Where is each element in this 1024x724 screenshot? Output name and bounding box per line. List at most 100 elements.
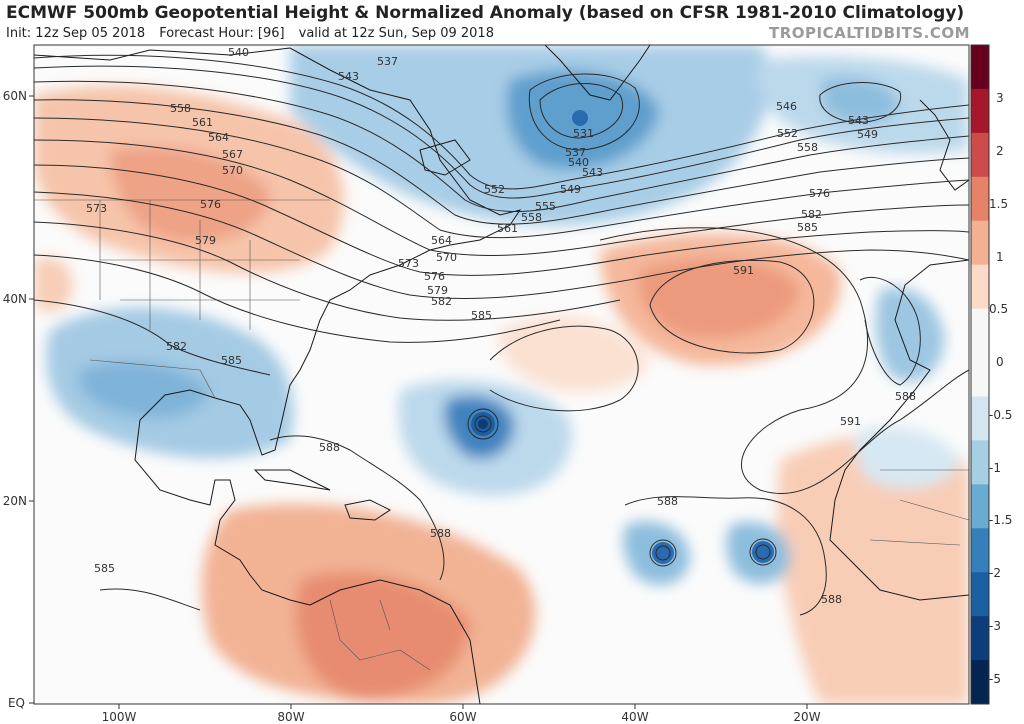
- colorbar-segment: [971, 396, 989, 441]
- africa-europe-coastline: [829, 259, 969, 601]
- contour-label: 543: [338, 70, 359, 83]
- contour-label: 543: [582, 166, 603, 179]
- contour-east-atlantic-1b: [649, 539, 677, 567]
- colorbar-label: -2: [989, 566, 1001, 580]
- cold-anomaly-northeast-core: [820, 76, 900, 124]
- colorbar-label: 0: [996, 355, 1004, 369]
- contour-line: [599, 227, 868, 411]
- contour-label: 561: [497, 222, 518, 235]
- warm-anomaly-africa: [777, 434, 969, 704]
- lon-label: 100W: [102, 710, 137, 724]
- contour-florence-2: [467, 408, 499, 440]
- contour-line: [34, 65, 969, 199]
- greenland-coastline: [544, 45, 651, 101]
- east-atlantic-core-1: [652, 542, 674, 564]
- cold-anomaly-gulf-core: [78, 361, 210, 419]
- south-america-coastline: [309, 579, 481, 704]
- lat-label: EQ: [8, 696, 25, 710]
- political-borders: [34, 199, 969, 671]
- east-atlantic-core-2: [752, 541, 774, 563]
- lon-label: 80W: [277, 710, 304, 724]
- contour-label: 588: [319, 441, 340, 454]
- colorbar-segment: [971, 308, 989, 354]
- contour-label: 567: [222, 148, 243, 161]
- colorbar-segment: [971, 132, 989, 178]
- contour-label: 573: [398, 257, 419, 270]
- contour-label: 579: [427, 284, 448, 297]
- contour-label: 546: [776, 100, 797, 113]
- contour-label: 588: [657, 495, 678, 508]
- contour-label: 558: [797, 141, 818, 154]
- contour-label: 576: [200, 198, 221, 211]
- contour-line: [34, 139, 969, 256]
- contour-line: [34, 191, 969, 300]
- contour-label: 570: [222, 164, 243, 177]
- contour-label: 585: [221, 354, 242, 367]
- contour-label: 537: [377, 55, 398, 68]
- contour-label: 549: [560, 183, 581, 196]
- colorbar-label: -1.5: [989, 513, 1012, 527]
- contour-label: 537: [565, 146, 586, 159]
- contour-line: [34, 221, 621, 321]
- contour-iberia-low: [859, 276, 921, 386]
- contour-florence-1: [474, 415, 492, 433]
- height-contours: [34, 54, 969, 616]
- lat-label: 60N: [3, 89, 27, 103]
- cold-anomaly-iberia: [875, 287, 945, 382]
- colorbar-segment: [971, 264, 989, 310]
- contour-label: 561: [192, 116, 213, 129]
- contour-label: 591: [733, 264, 754, 277]
- colorbar-label: 3: [996, 91, 1004, 105]
- warm-anomaly-pacific: [34, 257, 73, 312]
- contour-label: 552: [777, 127, 798, 140]
- contour-585-pacific: [99, 588, 201, 611]
- warm-anomaly-central-atlantic-core: [638, 258, 800, 338]
- border-us-states: [99, 200, 300, 330]
- contour-line: [34, 254, 561, 343]
- warm-anomaly-south-america-core: [295, 572, 470, 700]
- contour-line: [34, 99, 969, 225]
- contour-588-atlantic: [624, 496, 827, 616]
- contour-591-high: [649, 259, 815, 354]
- contour-label: 543: [848, 114, 869, 127]
- contour-line: [34, 299, 271, 376]
- contour-line: [34, 117, 969, 239]
- colorbar-label: 1: [996, 250, 1004, 264]
- contour-543-low: [819, 82, 902, 123]
- lon-labels: 100W 80W 60W 40W 20W: [102, 710, 821, 724]
- north-america-coastline: [34, 47, 522, 606]
- hispaniola-coastline: [344, 499, 391, 521]
- florence-center: [478, 419, 488, 429]
- contour-label: 552: [484, 183, 505, 196]
- colorbar-segment: [971, 440, 989, 485]
- colorbar-label: 1.5: [989, 197, 1008, 211]
- contour-label: 582: [801, 208, 822, 221]
- uk-coastline: [919, 99, 969, 191]
- contour-label: 555: [535, 200, 556, 213]
- contour-label: 582: [166, 340, 187, 353]
- brand-watermark: TROPICALTIDBITS.COM: [769, 24, 970, 42]
- contour-line: [489, 325, 639, 412]
- contour-label: 564: [208, 131, 229, 144]
- contour-label: 585: [471, 309, 492, 322]
- anomaly-shading: [34, 45, 969, 704]
- lon-label: 40W: [621, 710, 648, 724]
- map-frame: [33, 44, 970, 705]
- contour-label: 588: [895, 390, 916, 403]
- colorbar-segment: [971, 528, 989, 573]
- colorbar: [970, 44, 990, 705]
- coastlines: [34, 45, 969, 704]
- colorbar-label: -1: [989, 461, 1001, 475]
- contour-label: 591: [840, 415, 861, 428]
- lat-label: 40N: [3, 292, 27, 306]
- warm-anomaly-mid-atlantic: [498, 315, 650, 392]
- colorbar-segment: [971, 484, 989, 529]
- colorbar-label: 2: [996, 144, 1004, 158]
- chart-title: ECMWF 500mb Geopotential Height & Normal…: [6, 3, 965, 23]
- contour-label: 585: [94, 562, 115, 575]
- border-us-mexico: [89, 359, 216, 399]
- colorbar-label: -5: [989, 672, 1001, 686]
- contour-label: 540: [568, 156, 589, 169]
- chart-subtitle: Init: 12z Sep 05 2018 Forecast Hour: [96]…: [6, 26, 494, 41]
